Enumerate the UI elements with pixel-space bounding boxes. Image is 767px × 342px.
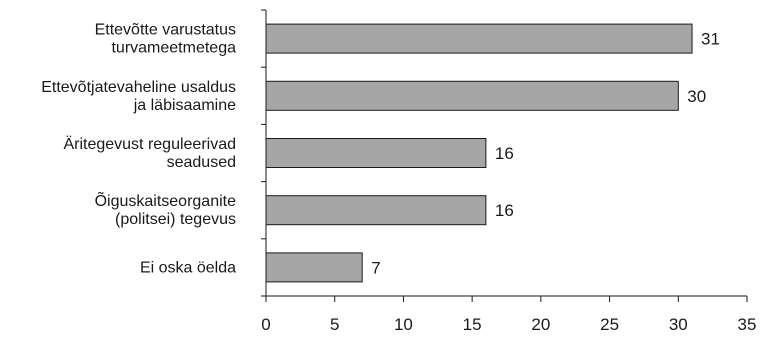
bar-3 (265, 195, 487, 226)
category-label-3-line-0: Õiguskaitseorganite (95, 190, 237, 210)
bar-2 (265, 138, 487, 168)
data-label-2: 16 (495, 144, 514, 163)
x-tick-label-4: 20 (531, 315, 550, 334)
category-label-4-line-0: Ei oska öelda (140, 259, 236, 276)
bar-1 (265, 80, 679, 111)
bar-0 (265, 23, 693, 54)
data-label-3: 16 (495, 201, 514, 220)
axes (261, 9, 748, 302)
category-label-2-line-0: Äritegevust reguleerivad (63, 135, 236, 153)
data-label-0: 31 (701, 30, 720, 49)
category-label-0-line-1: turvameetmetega (111, 40, 236, 57)
category-label-0-line-0: Ettevõtte varustatus (95, 22, 236, 39)
x-tick-label-5: 25 (600, 315, 619, 334)
data-label-1: 30 (687, 87, 706, 106)
category-label-1-line-1: ja läbisaamine (133, 97, 236, 114)
x-tick-label-7: 35 (738, 315, 757, 334)
category-label-3-line-1: (politsei) tegevus (115, 211, 236, 228)
x-tick-label-2: 10 (394, 315, 413, 334)
x-tick-label-0: 0 (261, 315, 270, 334)
category-label-2-line-1: seadused (167, 154, 236, 171)
x-tick-label-1: 5 (330, 315, 339, 334)
x-tick-label-6: 30 (669, 315, 688, 334)
data-label-4: 7 (371, 258, 380, 277)
bar-4 (265, 252, 363, 283)
category-label-1-line-0: Ettevõtjatevaheline usaldus (41, 79, 236, 96)
bars-layer (265, 23, 693, 283)
x-tick-label-3: 15 (463, 315, 482, 334)
